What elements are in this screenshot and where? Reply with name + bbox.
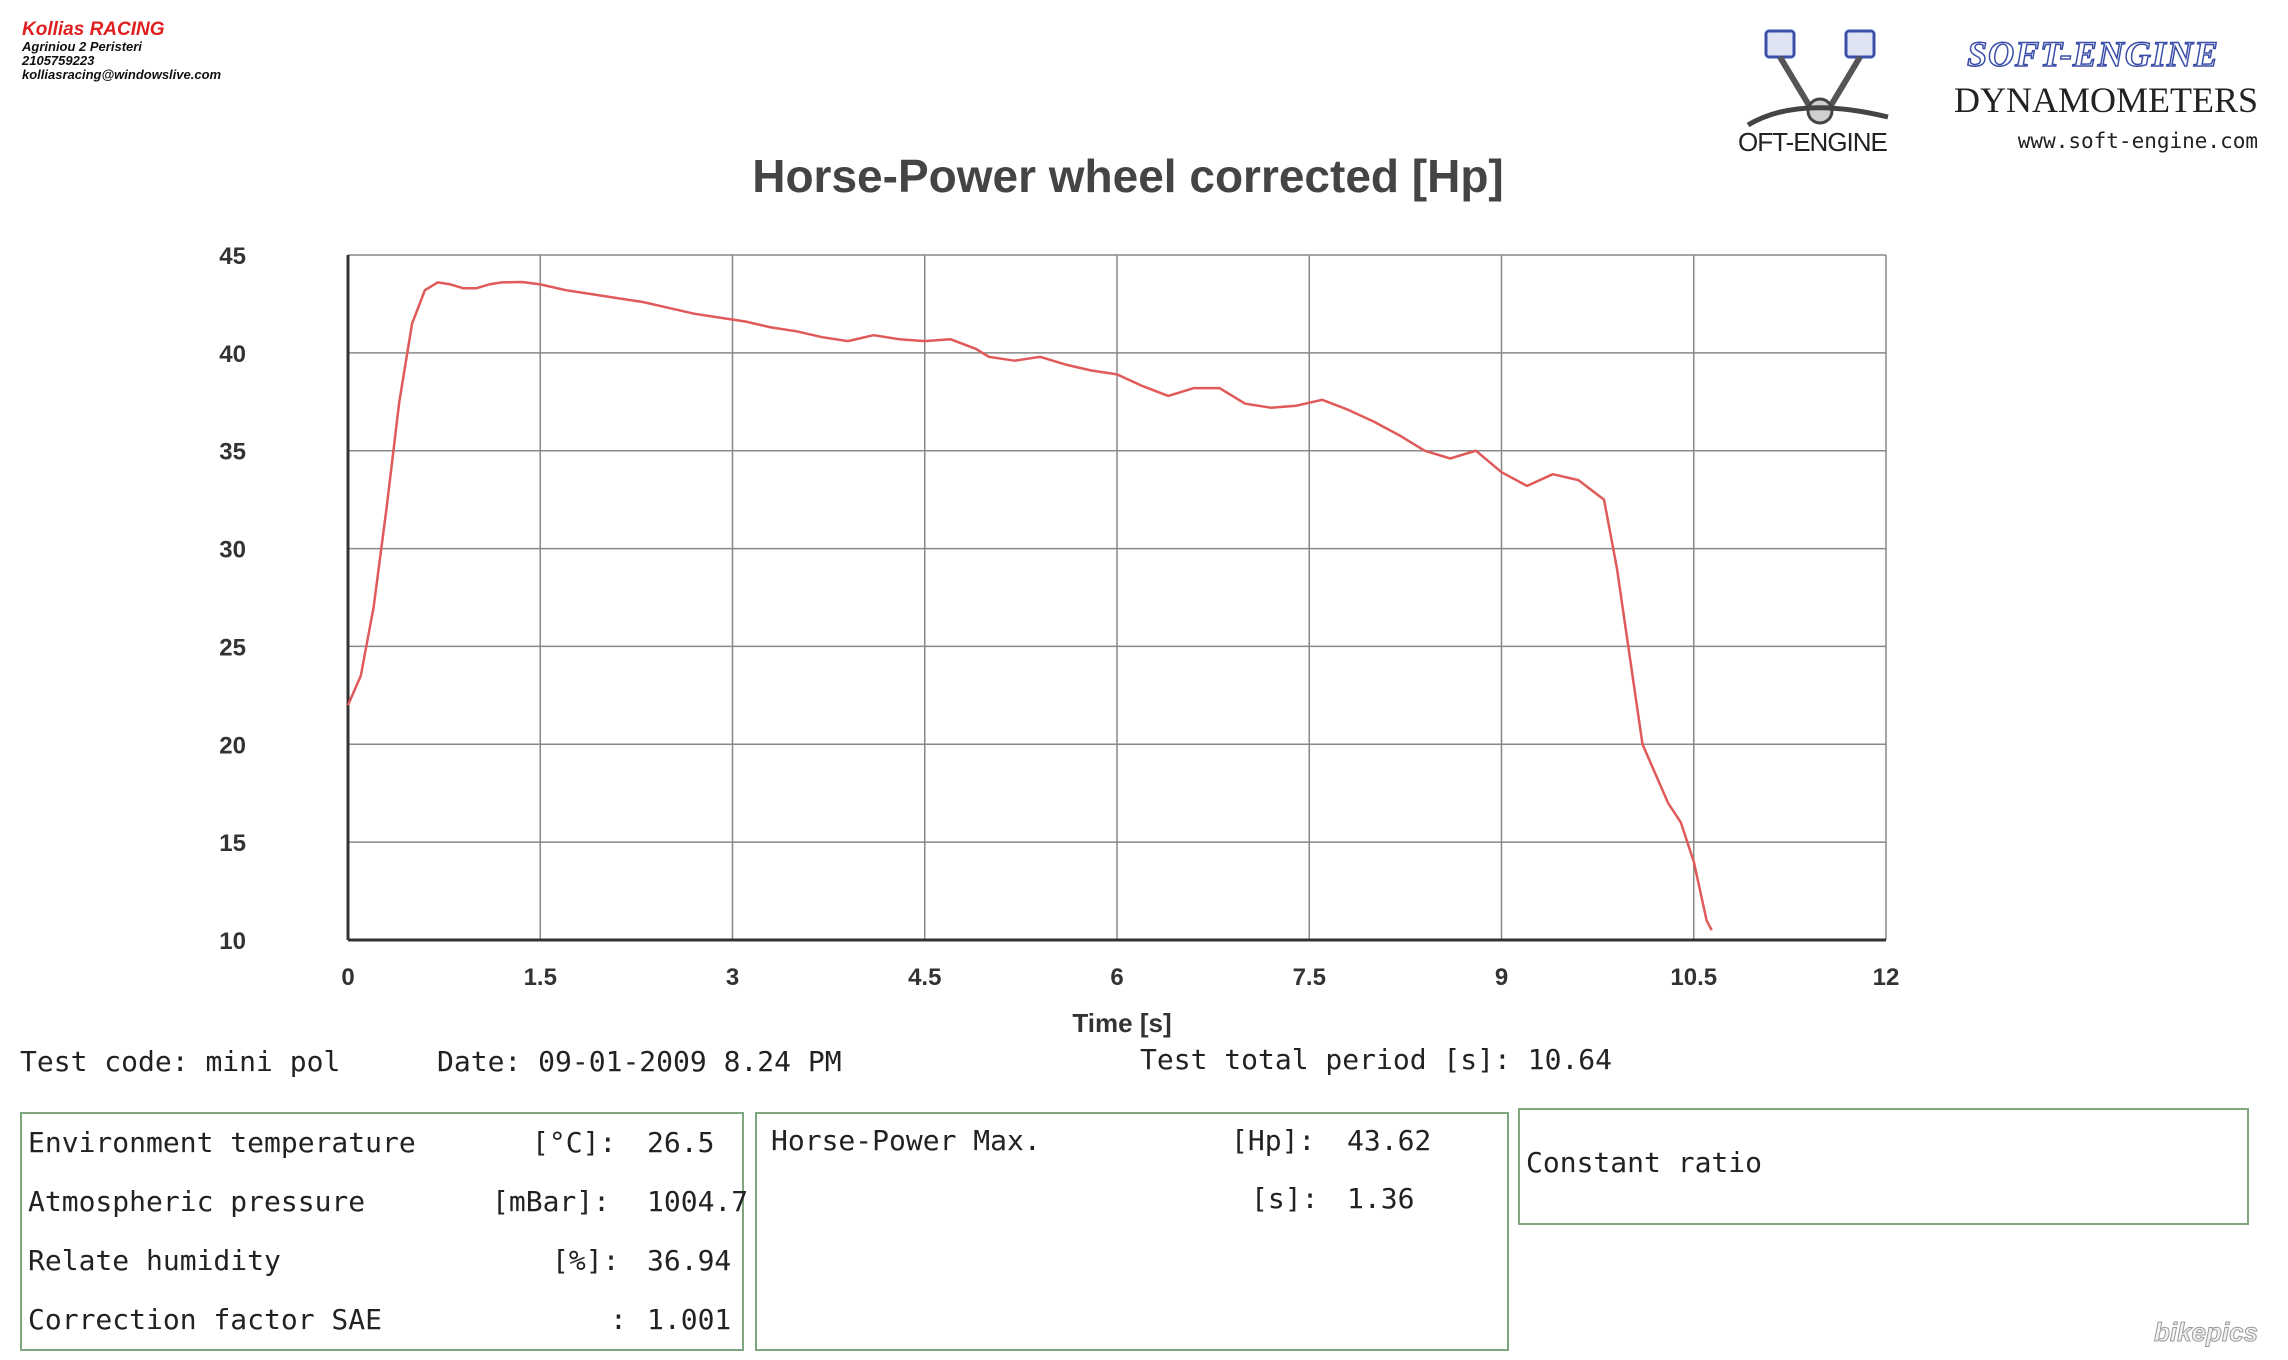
hp-max-time-value: 1.36 <box>1347 1182 1415 1215</box>
y-tick-label: 10 <box>219 928 246 955</box>
env-row-pressure: Atmospheric pressure <box>28 1185 365 1218</box>
env-label: Correction factor SAE <box>28 1303 383 1336</box>
env-row-humidity: Relate humidity <box>28 1244 281 1277</box>
env-row-correction: Correction factor SAE <box>28 1303 382 1336</box>
y-tick-label: 20 <box>219 732 246 759</box>
env-value: 36.94 <box>647 1244 732 1277</box>
x-tick-label: 6 <box>1110 964 1123 991</box>
env-value: 1.001 <box>647 1303 732 1336</box>
test-code-value: mini pol <box>205 1045 341 1078</box>
x-tick-label: 3 <box>726 964 739 991</box>
test-code-label: Test code: <box>20 1045 189 1078</box>
hp-series-line <box>346 280 1713 931</box>
x-tick-label: 9 <box>1495 964 1508 991</box>
hp-chart: Horse-Power wheel corrected [Hp] 45 40 35 3… <box>219 150 1900 1038</box>
env-unit: : <box>610 1303 627 1336</box>
shop-name: Kollias RACING <box>22 19 165 40</box>
env-value: 26.5 <box>647 1126 715 1159</box>
brand-block: OFT-ENGINE SOFT-ENGINE DYNAMOMETERS www.… <box>1738 25 2258 165</box>
test-code: Test code: mini pol <box>20 1045 340 1078</box>
environment-panel: Environment temperature [°C]: 26.5 Atmos… <box>20 1112 748 1351</box>
env-unit: [%]: <box>552 1244 620 1277</box>
y-tick-label: 15 <box>219 830 246 857</box>
x-tick-label: 1.5 <box>524 964 557 991</box>
brand-url: www.soft-engine.com <box>2017 129 2258 153</box>
test-period-label: Test total period [s]: <box>1140 1043 1511 1076</box>
brand-subtitle: DYNAMOMETERS <box>1953 80 2258 120</box>
env-row-temperature: Environment temperature <box>28 1126 416 1159</box>
constant-ratio-label: Constant ratio <box>1526 1146 1763 1179</box>
shop-phone: 2105759223 <box>22 53 95 68</box>
y-tick-label: 40 <box>219 341 246 368</box>
hp-max-unit: [Hp]: <box>1231 1124 1316 1157</box>
shop-email: kolliasracing@windowslive.com <box>22 67 222 82</box>
env-value: 1004.7 <box>647 1185 749 1218</box>
test-date: Date: 09-01-2009 8.24 PM <box>437 1045 842 1078</box>
env-unit: [°C]: <box>532 1126 617 1159</box>
y-tick-label: 30 <box>219 537 246 564</box>
shop-address: Agriniou 2 Peristeri <box>22 39 142 54</box>
hp-max-value: 43.62 <box>1347 1124 1432 1157</box>
test-date-value: 09-01-2009 8.24 PM <box>538 1045 842 1078</box>
shop-info: Kollias RACING Agriniou 2 Peristeri 2105… <box>22 20 221 82</box>
env-label: Atmospheric pressure <box>28 1185 366 1218</box>
brand-logo-text: OFT-ENGINE <box>1738 127 1888 157</box>
test-period: Test total period [s]: 10.64 <box>1140 1043 1612 1076</box>
watermark: bikepics <box>2153 1317 2258 1348</box>
hp-max-panel: Horse-Power Max. [Hp]: 43.62 [s]: 1.36 <box>755 1112 1509 1351</box>
env-label: Relate humidity <box>28 1244 281 1277</box>
x-axis-label: Time [s] <box>1072 1008 1171 1038</box>
x-tick-label: 10.5 <box>1670 964 1717 991</box>
test-period-value: 10.64 <box>1527 1043 1613 1076</box>
y-tick-label: 45 <box>219 243 246 270</box>
env-label: Environment temperature <box>28 1126 416 1159</box>
hp-max-time-unit: [s]: <box>1251 1182 1319 1215</box>
x-tick-label: 4.5 <box>908 964 941 991</box>
constant-ratio-panel: Constant ratio <box>1518 1108 2249 1225</box>
env-unit: [mBar]: <box>492 1185 611 1218</box>
engine-pistons-logo-icon <box>1746 29 1889 128</box>
x-tick-label: 12 <box>1873 964 1900 991</box>
y-tick-label: 35 <box>219 439 246 466</box>
brand-title: SOFT-ENGINE <box>1966 33 2219 75</box>
test-date-label: Date: <box>437 1045 522 1078</box>
hp-max-label: Horse-Power Max. <box>771 1124 1041 1157</box>
x-tick-label: 0 <box>341 964 354 991</box>
chart-title: Horse-Power wheel corrected [Hp] <box>752 150 1504 202</box>
x-tick-label: 7.5 <box>1293 964 1326 991</box>
y-tick-label: 25 <box>219 634 246 661</box>
